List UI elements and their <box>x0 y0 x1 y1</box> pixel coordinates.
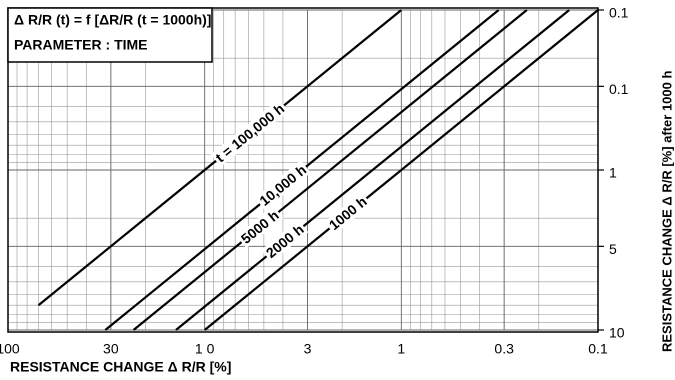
y-tick-label: 0.1 <box>609 81 629 97</box>
x-tick-label: 0.3 <box>494 341 514 357</box>
y-tick-label: 5 <box>609 241 617 257</box>
plot-frame <box>7 7 599 333</box>
line-label: 1000 h <box>326 193 370 233</box>
chart-title: Δ R/R (t) = f [ΔR/R (t = 1000h)] <box>14 12 211 28</box>
line-label-group: 1000 h <box>324 191 372 235</box>
x-axis-label: RESISTANCE CHANGE Δ R/R [%] <box>10 359 231 375</box>
y-tick-label: 10 <box>609 325 625 341</box>
y-tick-label: 1 <box>609 165 617 181</box>
line <box>132 9 528 331</box>
x-tick-label: 1 <box>397 341 405 357</box>
x-tick-label: 30 <box>103 341 119 357</box>
x-tick-label: 3 <box>304 341 312 357</box>
x-tick-label: 0.1 <box>588 341 608 357</box>
legend-box <box>7 7 213 63</box>
line <box>203 9 599 331</box>
line <box>175 9 570 331</box>
y-tick-label: 0.1 <box>609 5 629 21</box>
label-background <box>261 219 309 263</box>
label-background <box>236 205 284 249</box>
line-label-group: t = 100,000 h <box>210 99 289 167</box>
chart-subtitle: PARAMETER : TIME <box>14 37 148 53</box>
x-tick-label: 1 0 <box>195 341 215 357</box>
y-axis-label: RESISTANCE CHANGE Δ R/R [%] after 1000 h <box>659 71 674 352</box>
label-background <box>210 99 289 167</box>
label-background <box>324 191 372 235</box>
label-background <box>254 160 311 211</box>
x-tick-label: 100 <box>0 341 20 357</box>
